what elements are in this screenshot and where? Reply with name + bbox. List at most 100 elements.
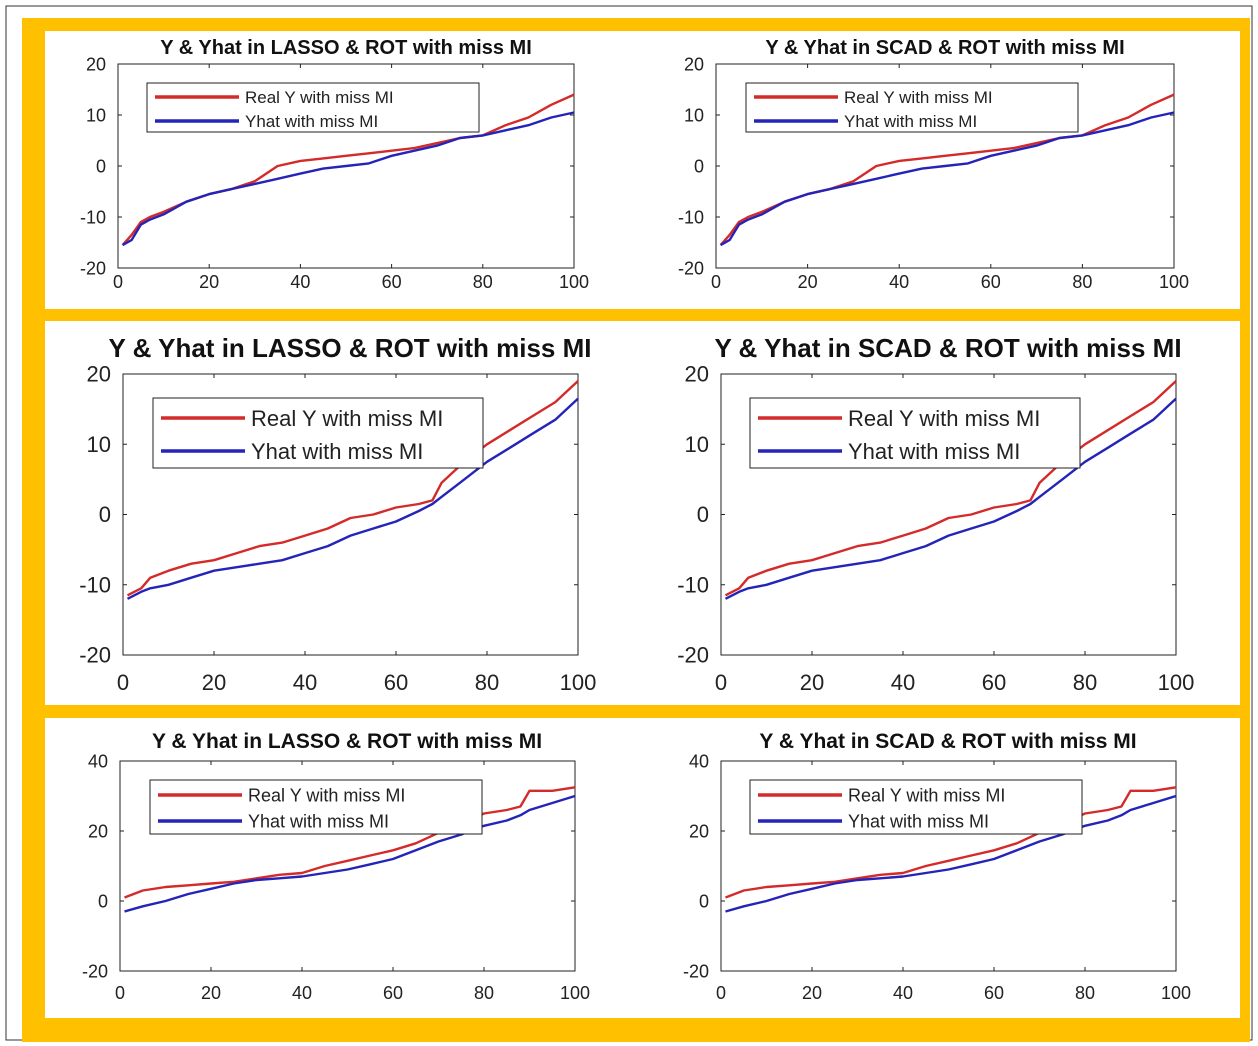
legend-entry: Yhat with miss MI (245, 112, 378, 131)
series-line-yhat (724, 397, 1177, 600)
series-line-real-y (121, 93, 575, 246)
y-tick-label: 0 (96, 156, 106, 176)
x-tick-label: 100 (1159, 272, 1189, 292)
x-tick-label: 40 (893, 983, 913, 1003)
x-tick-label: 60 (382, 272, 402, 292)
x-tick-label: 60 (384, 670, 408, 695)
x-tick-label: 0 (715, 670, 727, 695)
legend: Real Y with miss MI Yhat with miss MI (152, 397, 484, 469)
y-tick-label: 20 (86, 54, 106, 74)
chart-6: Y & Yhat in SCAD & ROT with miss MI 0 20 40… (683, 730, 1191, 1003)
x-tick-label: 20 (201, 983, 221, 1003)
x-tick-label: 80 (474, 983, 494, 1003)
series-line-yhat (126, 397, 579, 600)
x-tick-label: 80 (1075, 983, 1095, 1003)
x-tick-label: 80 (1073, 670, 1097, 695)
y-tick-label: 20 (689, 821, 709, 841)
series-line-real-y (719, 93, 1175, 246)
legend-entry: Real Y with miss MI (848, 785, 1005, 805)
y-tick-label: -20 (80, 258, 106, 278)
series-line-real-y (126, 380, 579, 597)
series-line-yhat (725, 794, 1177, 913)
y-tick-label: -10 (79, 572, 111, 597)
x-tick-label: 100 (560, 670, 597, 695)
y-tick-label: -20 (82, 961, 108, 981)
series-line-real-y (725, 786, 1177, 899)
legend-entry: Real Y with miss MI (245, 88, 394, 107)
series-line-real-y (724, 380, 1177, 597)
x-tick-label: 60 (984, 983, 1004, 1003)
x-tick-label: 80 (475, 670, 499, 695)
legend-entry: Real Y with miss MI (844, 88, 993, 107)
series-line-real-y (124, 786, 576, 899)
x-tick-label: 100 (1161, 983, 1191, 1003)
y-tick-label: 40 (689, 751, 709, 771)
x-tick-label: 100 (559, 272, 589, 292)
legend-box (749, 397, 1081, 469)
y-tick-label: 40 (88, 751, 108, 771)
legend-box (749, 779, 1083, 835)
x-tick-label: 40 (889, 272, 909, 292)
legend: Real Y with miss MI Yhat with miss MI (149, 779, 483, 835)
legend-entry: Yhat with miss MI (848, 439, 1020, 464)
chart-title: Y & Yhat in LASSO & ROT with miss MI (152, 730, 542, 753)
x-tick-label: 40 (891, 670, 915, 695)
legend-entry: Real Y with miss MI (848, 406, 1040, 431)
x-tick-label: 60 (982, 670, 1006, 695)
legend-box (745, 82, 1079, 133)
x-tick-label: 40 (290, 272, 310, 292)
y-tick-label: -20 (79, 643, 111, 668)
y-tick-label: 0 (98, 891, 108, 911)
x-tick-label: 20 (202, 670, 226, 695)
chart-title: Y & Yhat in SCAD & ROT with miss MI (759, 730, 1136, 753)
legend-entry: Yhat with miss MI (251, 439, 423, 464)
legend: Real Y with miss MI Yhat with miss MI (749, 397, 1081, 469)
x-tick-label: 0 (716, 983, 726, 1003)
chart-3: Y & Yhat in LASSO & ROT with miss MI 0 20 4… (79, 333, 596, 695)
chart-grid: Y & Yhat in LASSO & ROT with miss MI 0 20 4… (79, 37, 1194, 1003)
x-tick-label: 60 (981, 272, 1001, 292)
legend-entry: Real Y with miss MI (248, 785, 405, 805)
chart-title: Y & Yhat in SCAD & ROT with miss MI (765, 37, 1124, 59)
chart-2: Y & Yhat in SCAD & ROT with miss MI 0 20 40… (678, 37, 1189, 292)
y-tick-label: -20 (683, 961, 709, 981)
x-tick-label: 20 (800, 670, 824, 695)
legend-entry: Yhat with miss MI (848, 811, 989, 831)
y-tick-label: 20 (87, 362, 111, 387)
y-tick-label: 20 (685, 362, 709, 387)
x-tick-label: 40 (293, 670, 317, 695)
x-tick-label: 20 (798, 272, 818, 292)
legend-box (149, 779, 483, 835)
y-tick-label: 20 (684, 54, 704, 74)
x-tick-label: 80 (1072, 272, 1092, 292)
legend: Real Y with miss MI Yhat with miss MI (146, 82, 480, 133)
y-tick-label: 10 (685, 432, 709, 457)
y-tick-label: -10 (80, 207, 106, 227)
chart-title: Y & Yhat in LASSO & ROT with miss MI (109, 333, 592, 363)
y-tick-label: 0 (699, 891, 709, 911)
legend-box (152, 397, 484, 469)
x-tick-label: 40 (292, 983, 312, 1003)
y-tick-label: -20 (677, 643, 709, 668)
x-tick-label: 0 (711, 272, 721, 292)
series-line-yhat (720, 111, 1175, 247)
y-tick-label: 0 (697, 502, 709, 527)
y-tick-label: -20 (678, 258, 704, 278)
x-tick-label: 0 (115, 983, 125, 1003)
legend-entry: Real Y with miss MI (251, 406, 443, 431)
chart-5: Y & Yhat in LASSO & ROT with miss MI 0 20 4… (82, 730, 590, 1003)
legend-entry: Yhat with miss MI (844, 112, 977, 131)
chart-4: Y & Yhat in SCAD & ROT with miss MI 0 20 40… (677, 333, 1194, 695)
x-tick-label: 20 (199, 272, 219, 292)
y-tick-label: -10 (677, 572, 709, 597)
x-tick-label: 80 (473, 272, 493, 292)
y-tick-label: -10 (678, 207, 704, 227)
x-tick-label: 100 (1158, 670, 1195, 695)
y-tick-label: 0 (694, 156, 704, 176)
y-tick-label: 10 (684, 105, 704, 125)
series-line-yhat (124, 794, 576, 913)
legend: Real Y with miss MI Yhat with miss MI (745, 82, 1079, 133)
chart-title: Y & Yhat in LASSO & ROT with miss MI (160, 37, 532, 59)
chart-title: Y & Yhat in SCAD & ROT with miss MI (714, 333, 1181, 363)
